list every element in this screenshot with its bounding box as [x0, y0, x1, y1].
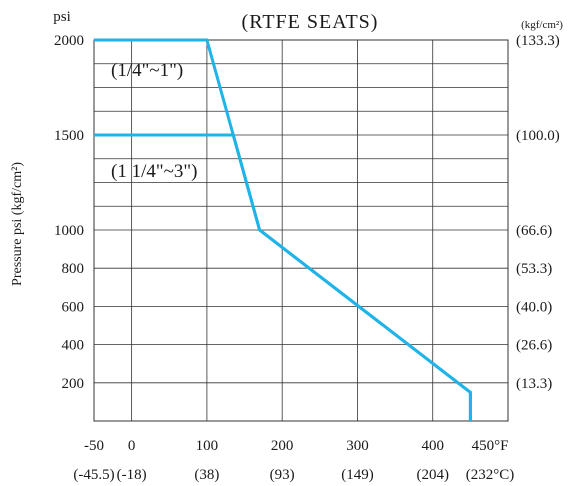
y2-tick-label-4: (66.6)	[516, 223, 552, 239]
y-tick-label-5: 1500	[54, 128, 84, 144]
y2-tick-label-2: (40.0)	[516, 299, 552, 315]
x-tick-label-2: 100	[196, 438, 219, 454]
y-tick-label-4: 1000	[54, 223, 84, 239]
x-unit-label-celsius: (232°C)	[466, 467, 515, 483]
x-tick-label-4: 300	[346, 438, 369, 454]
x-tick-label-celsius-4: (149)	[341, 467, 374, 483]
x-tick-label-1: 0	[128, 438, 136, 454]
plot-frame	[93, 39, 509, 422]
grid-lines	[94, 40, 508, 421]
y2-tick-label-0: (13.3)	[516, 376, 552, 392]
y-unit-top-label: psi	[53, 9, 71, 25]
y-tick-label-3: 800	[62, 261, 85, 277]
chart-title: (RTFE SEATS)	[242, 11, 379, 33]
y2-tick-label-3: (53.3)	[516, 261, 552, 277]
x-tick-label-celsius-2: (38)	[194, 467, 219, 483]
x-tick-label-0: -50	[84, 438, 104, 454]
x-tick-label-celsius-1: (-18)	[117, 467, 147, 483]
series-label-1: (1/4"~1")	[111, 60, 183, 81]
x-unit-label: 450°F	[472, 438, 509, 454]
y-tick-label-2: 600	[62, 299, 85, 315]
y-tick-label-0: 200	[62, 376, 85, 392]
x-tick-label-celsius-3: (93)	[270, 467, 295, 483]
y-tick-label-1: 400	[62, 338, 85, 354]
axis-labels: -50 (-45.5) 0 (-18) 100 (38) 200 (93) 300 (149) 40…	[54, 33, 560, 483]
y2-tick-label-6: (133.3)	[516, 33, 560, 49]
x-tick-label-3: 200	[271, 438, 294, 454]
y2-tick-label-1: (26.6)	[516, 338, 552, 354]
y-axis-label: Pressure psi (kgf/cm²)	[10, 162, 25, 286]
series-lines	[94, 38, 472, 421]
series-line-2	[94, 133, 472, 421]
x-tick-label-celsius-5: (204)	[416, 467, 449, 483]
y2-tick-label-5: (100.0)	[516, 128, 560, 144]
series-label-2: (1 1/4"~3")	[111, 161, 197, 182]
y-tick-label-6: 2000	[54, 33, 84, 49]
x-tick-label-5: 400	[421, 438, 444, 454]
y2-unit-top-label: (kgf/cm²)	[521, 19, 563, 31]
x-tick-label-celsius-0: (-45.5)	[73, 467, 114, 483]
